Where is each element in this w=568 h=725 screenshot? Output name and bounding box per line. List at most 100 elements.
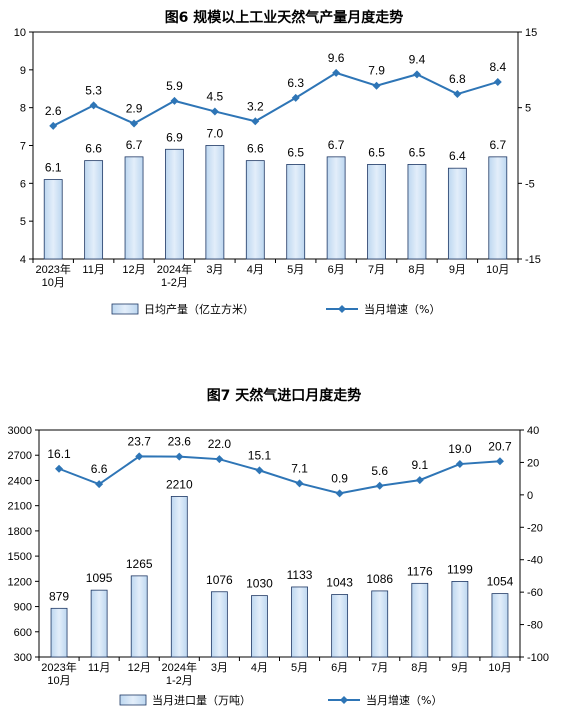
chart-figure-7: 图7 天然气进口月度走势 300 600 900 1200 1500 1800 2100 240… — [0, 378, 568, 725]
chart7-x-tick-label: 8月 — [411, 662, 428, 674]
chart7-line-data-label: 23.7 — [128, 434, 152, 448]
chart7-left-tick-label: 2700 — [8, 450, 32, 462]
chart7-left-tick-label: 1800 — [8, 526, 32, 538]
chart6-x-tick-label: 6月 — [328, 264, 345, 276]
chart6-line-marker — [130, 119, 139, 128]
chart7-line-marker — [415, 476, 424, 485]
chart6-x-tick-label: 11月 — [82, 264, 104, 276]
chart6-bar-data-label: 6.6 — [247, 142, 264, 156]
chart6-bar-data-label: 6.5 — [368, 145, 385, 159]
chart7-line-marker — [455, 460, 464, 469]
chart7-line-data-label: 23.6 — [168, 435, 192, 449]
chart7-line-marker — [95, 480, 104, 489]
chart6-left-tick-label: 7 — [20, 141, 26, 153]
chart6-x-tick-label: 3月 — [206, 264, 223, 276]
chart6-line-marker — [453, 90, 462, 99]
chart6-left-tick-label: 9 — [20, 65, 26, 77]
chart6-plot-frame — [32, 31, 519, 260]
chart6-bar-data-label: 6.5 — [409, 145, 426, 159]
chart6-bar — [124, 156, 144, 260]
chart7-bar-data-label: 1265 — [126, 557, 153, 571]
chart7-line-data-label: 16.1 — [47, 447, 71, 461]
chart7-left-tick-label: 600 — [14, 627, 32, 639]
chart7-line-marker — [255, 466, 264, 475]
chart6-line-marker — [412, 70, 421, 79]
chart7-right-tick-label: -80 — [527, 620, 543, 632]
chart7-bar — [411, 582, 429, 658]
chart7-right-tick-label: 0 — [527, 490, 533, 502]
chart7-bar-data-label: 1133 — [287, 568, 313, 582]
chart6-x-tick-label: 10月 — [42, 277, 65, 289]
chart6-left-tick-label: 5 — [20, 216, 26, 228]
chart6-line-marker — [332, 68, 341, 77]
chart6-title: 图6 规模以上工业天然气产量月度走势 — [165, 9, 404, 26]
chart6-bar-data-label: 6.5 — [287, 145, 304, 159]
chart6-line-marker — [291, 93, 300, 102]
chart7-left-tick-label: 1200 — [8, 576, 32, 588]
chart7-line-data-label: 20.7 — [488, 439, 512, 453]
chart6-left-tick-label: 10 — [14, 27, 26, 39]
chart7-line-data-label: 19.0 — [448, 442, 472, 456]
chart7-bar — [170, 496, 188, 658]
chart7-left-tick-label: 2100 — [8, 501, 32, 513]
chart6-line-marker — [372, 81, 381, 90]
chart7-bar-data-label: 1199 — [447, 562, 473, 576]
chart6-x-tick-label: 8月 — [408, 264, 425, 276]
chart7-line-data-label: 5.6 — [371, 464, 388, 478]
chart-7-svg: 图7 天然气进口月度走势 300 600 900 1200 1500 1800 2100 240… — [8, 387, 550, 707]
chart7-bar — [251, 595, 268, 658]
chart6-line-marker — [493, 77, 502, 86]
chart7-line-marker — [175, 452, 184, 461]
chart7-line-marker — [295, 479, 304, 488]
chart6-right-tick-label: -5 — [525, 178, 535, 190]
chart7-bar-data-label: 1076 — [206, 573, 233, 587]
chart6-line-data-label: 6.3 — [287, 76, 304, 90]
chart6-left-tick-label: 4 — [20, 254, 26, 266]
chart7-left-tick-label: 3000 — [8, 425, 32, 437]
chart6-bar-data-label: 6.1 — [45, 161, 62, 175]
chart6-line-data-label: 8.4 — [489, 60, 506, 74]
chart6-left-tick-label: 8 — [20, 103, 26, 115]
chart7-bar — [331, 594, 349, 658]
chart7-right-tick-label: 40 — [527, 425, 539, 437]
chart7-line-data-label: 0.9 — [331, 471, 348, 485]
chart7-line-marker — [335, 489, 344, 498]
chart7-line-marker — [215, 455, 224, 464]
chart6-right-tick-label: -15 — [525, 254, 541, 266]
chart7-right-tick-label: -40 — [527, 555, 543, 567]
chart7-plot-frame — [38, 429, 521, 658]
chart6-legend-bar-swatch — [111, 303, 139, 315]
chart7-title: 图7 天然气进口月度走势 — [207, 387, 362, 404]
chart6-x-tick-label: 4月 — [247, 264, 264, 276]
chart7-legend-line-marker — [340, 696, 348, 704]
chart7-bar — [451, 581, 469, 658]
chart6-bar — [84, 160, 104, 260]
chart7-x-tick-label: 9月 — [451, 662, 468, 674]
chart6-x-tick-label: 9月 — [449, 264, 466, 276]
chart6-line-data-label: 5.9 — [166, 79, 183, 93]
chart6-line-data-label: 9.4 — [409, 52, 426, 66]
chart6-x-tick-label: 10月 — [486, 264, 509, 276]
chart7-bar — [130, 575, 148, 658]
chart6-x-tick-label: 2023年 — [35, 262, 70, 276]
chart6-line-marker — [89, 101, 98, 110]
chart6-right-tick-label: 5 — [525, 103, 531, 115]
chart7-x-tick-label: 2024年 — [162, 660, 197, 674]
chart6-line-data-label: 3.2 — [247, 99, 264, 113]
chart6-bar — [367, 164, 386, 260]
chart6-bar — [286, 164, 306, 260]
chart6-x-tick-label: 2024年 — [157, 262, 192, 276]
chart7-line-data-label: 7.1 — [291, 461, 308, 475]
chart-figure-6: 图6 规模以上工业天然气产量月度走势 4 5 6 7 8 9 10 -15 -5 5 15 2023年 1… — [0, 0, 568, 330]
chart7-bar-data-label: 1095 — [86, 571, 113, 585]
chart6-line-data-label: 2.9 — [126, 102, 143, 116]
chart7-x-tick-label: 5月 — [291, 662, 308, 674]
chart7-line-data-label: 22.0 — [208, 437, 232, 451]
chart7-bar — [371, 590, 389, 658]
chart7-line-marker — [55, 464, 64, 473]
chart7-legend-bar-swatch — [119, 694, 147, 706]
chart7-bar-data-label: 1043 — [326, 576, 353, 590]
chart7-x-tick-label: 10月 — [488, 662, 511, 674]
chart7-x-tick-label: 10月 — [47, 675, 70, 687]
chart6-bar — [43, 179, 63, 260]
